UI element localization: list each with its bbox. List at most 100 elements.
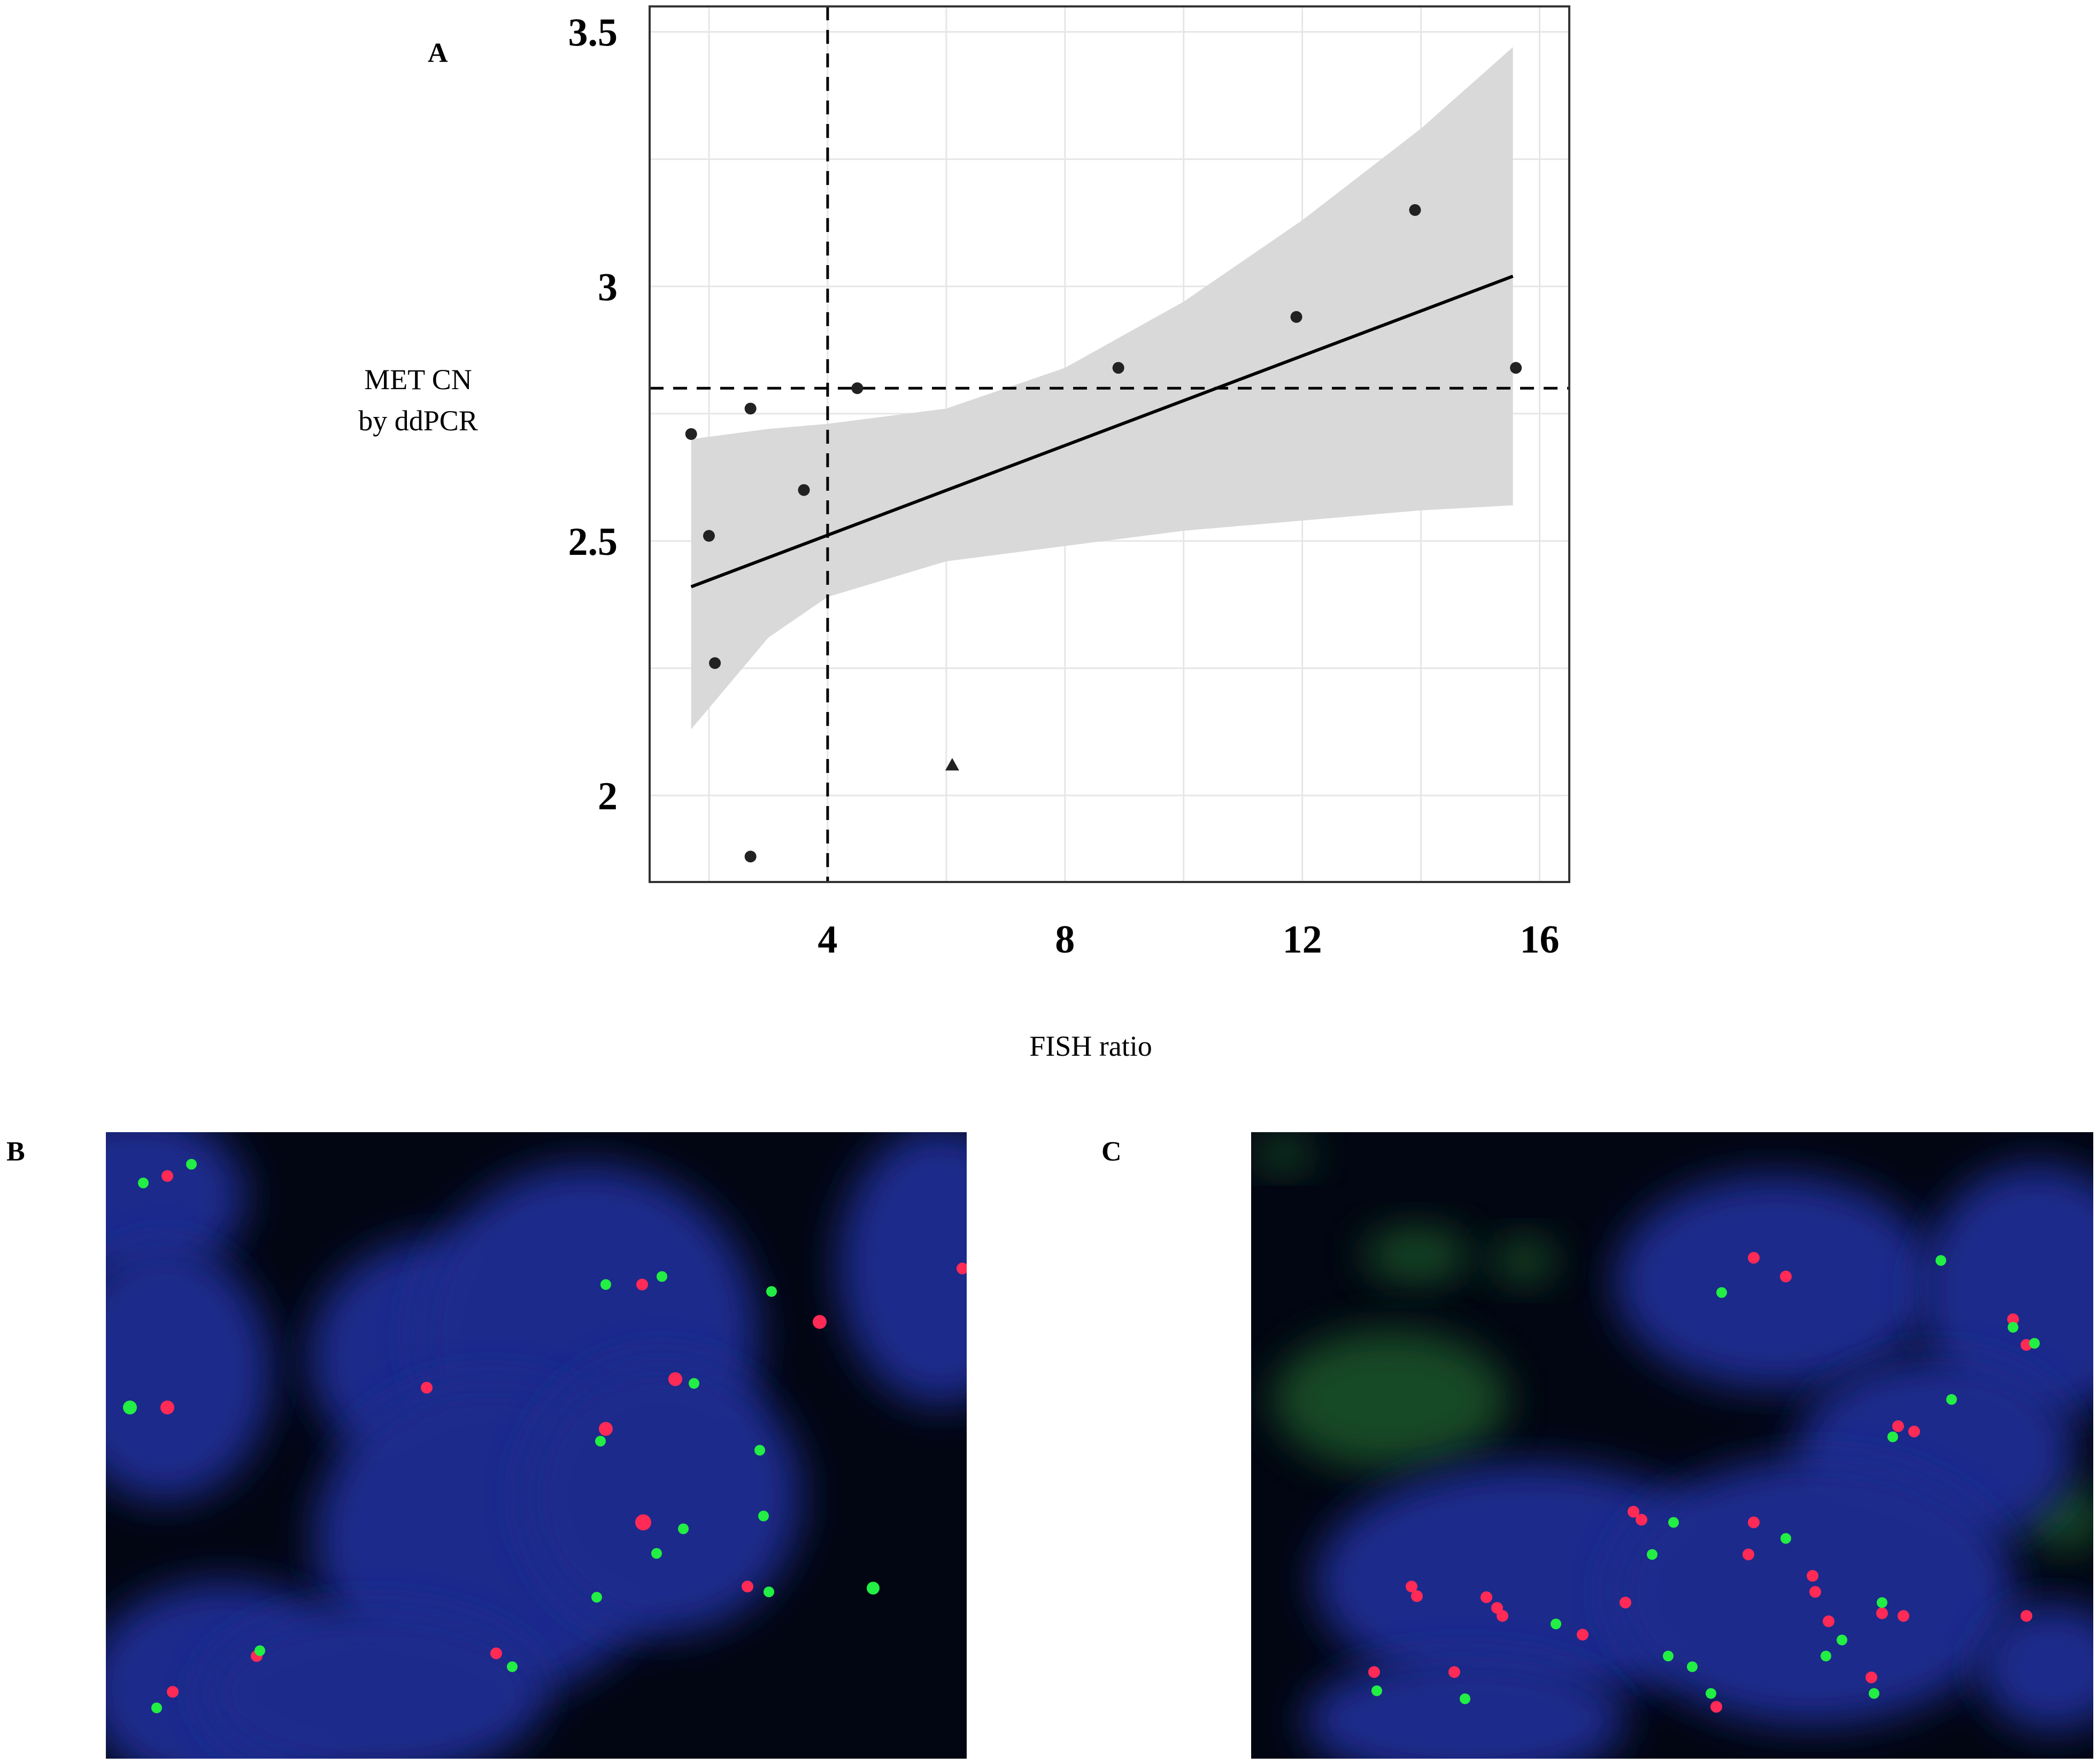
green-fish-signal (764, 1587, 774, 1597)
green-fish-signal (2008, 1322, 2018, 1333)
y-tick-label: 2.5 (568, 520, 618, 564)
red-fish-signal (2007, 1313, 2019, 1325)
data-point (744, 403, 757, 415)
data-point (703, 530, 715, 542)
green-fish-signal (186, 1159, 197, 1170)
green-fish-signal (1887, 1432, 1898, 1442)
red-fish-signal (161, 1170, 173, 1182)
red-fish-signal (1908, 1426, 1920, 1437)
green-fish-signal (651, 1548, 662, 1559)
data-point (1510, 362, 1522, 374)
green-fish-signal (1371, 1685, 1382, 1696)
green-fish-signal (600, 1279, 611, 1290)
panel-c-label: C (1101, 1136, 1122, 1167)
green-fish-signal (689, 1378, 699, 1389)
red-fish-signal (1823, 1615, 1834, 1627)
green-fish-signal (678, 1523, 689, 1534)
cell-nucleus (1919, 1164, 2093, 1421)
red-fish-signal (1577, 1629, 1589, 1641)
red-fish-signal (1807, 1570, 1818, 1582)
red-fish-signal (636, 1279, 648, 1290)
data-point (1290, 311, 1302, 323)
data-point-triangle (945, 757, 959, 771)
background-fluorescence (1492, 1239, 1556, 1282)
scatter-chart: 4 8 12 16 2 2.5 3 3.5 MET CN by ddPCR FISH rati… (358, 5, 1570, 1062)
red-fish-signal (2021, 1610, 2032, 1622)
data-point (1409, 204, 1421, 216)
red-fish-signal (1448, 1666, 1460, 1678)
background-fluorescence (1251, 1138, 1315, 1170)
red-fish-signal (490, 1647, 502, 1659)
green-fish-signal (123, 1401, 137, 1414)
x-axis-title: FISH ratio (1029, 1030, 1152, 1062)
green-fish-signal (1706, 1688, 1716, 1699)
data-point (744, 850, 757, 863)
red-fish-signal (1748, 1252, 1760, 1264)
green-fish-signal (1647, 1549, 1657, 1560)
green-fish-signal (151, 1703, 162, 1713)
red-fish-signal (1481, 1591, 1492, 1603)
y-tick-label: 3.5 (568, 11, 618, 55)
red-fish-signal (957, 1263, 967, 1274)
red-fish-signal (813, 1315, 827, 1329)
red-fish-signal (635, 1514, 651, 1530)
red-fish-signal (167, 1686, 179, 1698)
cell-nucleus (523, 1357, 801, 1635)
green-fish-signal (255, 1645, 265, 1656)
cell-nucleus (1305, 1656, 1625, 1759)
green-fish-signal (1936, 1255, 1946, 1266)
red-fish-signal (1497, 1610, 1508, 1622)
red-fish-signal (1780, 1271, 1792, 1282)
red-fish-signal (1809, 1586, 1821, 1598)
ticks-layer: 4 8 12 16 2 2.5 3 3.5 (568, 11, 1560, 962)
fish-image-c (1251, 1132, 2093, 1759)
y-tick-label: 2 (598, 775, 618, 818)
panel-a-label: A (428, 38, 448, 68)
y-axis-title-line-1: MET CN (364, 363, 472, 396)
data-point (685, 428, 697, 440)
red-fish-signal (1406, 1581, 1417, 1592)
data-point (1112, 362, 1124, 374)
green-fish-signal (1837, 1635, 1847, 1645)
background-fluorescence (1273, 1330, 1508, 1469)
green-fish-signal (591, 1592, 602, 1603)
red-fish-signal (1898, 1610, 1909, 1622)
cell-nucleus (202, 1608, 544, 1759)
green-fish-signal (1780, 1533, 1791, 1544)
red-fish-signal (1710, 1701, 1722, 1713)
green-fish-signal (595, 1436, 606, 1446)
green-fish-signal (1663, 1651, 1674, 1661)
data-point (851, 382, 864, 394)
green-fish-signal (1716, 1287, 1727, 1298)
red-fish-signal (668, 1372, 682, 1386)
x-tick-label: 16 (1520, 918, 1560, 962)
green-fish-signal (766, 1286, 777, 1297)
red-fish-signal (1636, 1514, 1647, 1526)
red-fish-signal (160, 1401, 174, 1414)
cell-nucleus (106, 1244, 272, 1501)
data-point (798, 484, 810, 496)
y-axis-title-line-2: by ddPCR (358, 405, 478, 437)
red-fish-signal (599, 1422, 613, 1436)
green-fish-signal (867, 1582, 880, 1595)
background-fluorescence (1363, 1228, 1470, 1282)
green-fish-signal (1877, 1597, 1887, 1608)
green-fish-signal (754, 1445, 765, 1456)
green-fish-signal (1460, 1693, 1470, 1704)
green-fish-signal (1869, 1688, 1879, 1699)
red-fish-signal (1748, 1517, 1760, 1528)
grid-layer (650, 6, 1569, 882)
green-fish-signal (2029, 1338, 2040, 1349)
cell-nucleus (1978, 1603, 2093, 1731)
green-fish-signal (1551, 1619, 1561, 1629)
green-fish-signal (1821, 1651, 1831, 1661)
data-point (709, 657, 721, 669)
x-tick-label: 12 (1283, 918, 1322, 962)
red-fish-signal (1876, 1607, 1888, 1619)
points-layer (685, 204, 1522, 863)
red-fish-signal (742, 1581, 753, 1592)
red-fish-signal (1368, 1666, 1380, 1678)
cell-nucleus (1615, 1175, 1936, 1389)
green-fish-signal (1946, 1394, 1957, 1405)
red-fish-signal (421, 1382, 433, 1394)
